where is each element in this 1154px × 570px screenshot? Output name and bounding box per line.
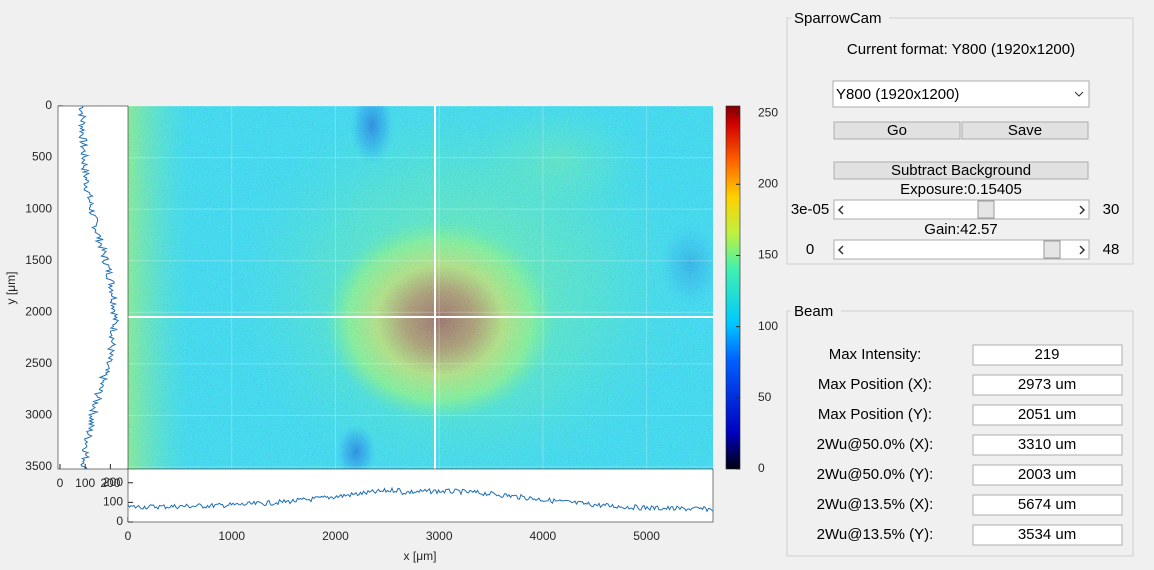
gain-max: 48 bbox=[1103, 241, 1120, 258]
beam-value-box bbox=[972, 344, 1123, 366]
colorbar-tick-label: 200 bbox=[758, 176, 778, 190]
format-label: Current format: Y800 (1920x1200) bbox=[847, 41, 1075, 58]
y-profile-curve bbox=[77, 105, 120, 470]
gain-label: Gain:42.57 bbox=[924, 221, 997, 238]
x-axis-label: x [μm] bbox=[404, 549, 437, 563]
exposure-max: 30 bbox=[1103, 201, 1120, 218]
y-axis-label: y [μm] bbox=[4, 272, 18, 305]
beam-value-box bbox=[972, 524, 1123, 546]
x-tick-label: 4000 bbox=[530, 529, 557, 543]
x-tick-label: 0 bbox=[125, 529, 132, 543]
beam-value-box bbox=[972, 374, 1123, 396]
beam-value: 2003 um bbox=[1018, 466, 1076, 483]
y-tick-label: 1500 bbox=[25, 253, 52, 267]
beam-image bbox=[128, 106, 713, 469]
beam-label: 2Wu@13.5% (X): bbox=[817, 496, 934, 513]
y-profile-axes bbox=[57, 105, 129, 470]
axes: 0 1000 2000 3000 4000 50000500100015002000250… bbox=[25, 98, 713, 543]
group-title-bg bbox=[791, 303, 841, 319]
group-box bbox=[786, 17, 1134, 265]
beam-value: 219 bbox=[1034, 346, 1059, 363]
y-tick-label: 0 bbox=[45, 98, 52, 112]
gain-min: 0 bbox=[806, 241, 814, 258]
colorbar-tick-label: 150 bbox=[758, 248, 778, 262]
subtract-button[interactable] bbox=[833, 161, 1089, 180]
save-button[interactable] bbox=[961, 121, 1089, 140]
x-profile-axes bbox=[127, 468, 714, 523]
colorbar-tick-label: 250 bbox=[758, 105, 778, 119]
beam-value: 2973 um bbox=[1018, 376, 1076, 393]
beam-value: 3310 um bbox=[1018, 436, 1076, 453]
y-tick-label: 3500 bbox=[25, 459, 52, 473]
exposure-min: 3e-05 bbox=[791, 201, 829, 218]
group-box bbox=[786, 310, 1134, 557]
y-tick-label: 500 bbox=[32, 150, 52, 164]
beam-value-box bbox=[972, 404, 1123, 426]
exposure-label: Exposure:0.15405 bbox=[900, 181, 1022, 198]
dropdown-arrow bbox=[1074, 91, 1084, 97]
beam-value: 3534 um bbox=[1018, 526, 1076, 543]
x-profile-tick-label: 100 bbox=[103, 495, 123, 509]
x-tick-label: 1000 bbox=[218, 529, 245, 543]
colorbar-tick-label: 100 bbox=[758, 319, 778, 333]
go-label[interactable]: Go bbox=[887, 122, 907, 139]
y-tick-label: 2000 bbox=[25, 304, 52, 318]
x-tick-label: 5000 bbox=[633, 529, 660, 543]
group-title: SparrowCam bbox=[794, 10, 882, 27]
beam-label: 2Wu@13.5% (Y): bbox=[817, 526, 934, 543]
exposure-slider[interactable] bbox=[833, 199, 1090, 220]
beam-label: Max Position (X): bbox=[818, 376, 932, 393]
format-dropdown[interactable] bbox=[832, 80, 1090, 108]
y-profile-tick-label: 200 bbox=[100, 476, 120, 490]
beam-label: 2Wu@50.0% (Y): bbox=[817, 466, 934, 483]
x-tick-label: 2000 bbox=[322, 529, 349, 543]
colorbar bbox=[725, 105, 741, 470]
y-tick-label: 1000 bbox=[25, 201, 52, 215]
go-button[interactable] bbox=[833, 121, 961, 140]
y-tick-label: 3000 bbox=[25, 408, 52, 422]
beam-label: 2Wu@50.0% (X): bbox=[817, 436, 934, 453]
beam-rows: Max Intensity: 219 Max Position (X): 2973 u… bbox=[817, 344, 1123, 546]
colorbar-tick-label: 0 bbox=[758, 461, 765, 475]
y-tick-label: 2500 bbox=[25, 356, 52, 370]
y-profile-tick-label: 0 bbox=[57, 476, 64, 490]
beam-label: Max Position (Y): bbox=[818, 406, 932, 423]
beam-label: Max Intensity: bbox=[829, 346, 922, 363]
beam-value-box bbox=[972, 464, 1123, 486]
beam-value-box bbox=[972, 494, 1123, 516]
beam-value: 5674 um bbox=[1018, 496, 1076, 513]
beam-value-box bbox=[972, 434, 1123, 456]
y-profile-tick-label: 100 bbox=[75, 476, 95, 490]
group-title-bg bbox=[791, 10, 889, 26]
beam-value: 2051 um bbox=[1018, 406, 1076, 423]
colorbar-tick-label: 50 bbox=[758, 390, 772, 404]
x-profile-curve bbox=[127, 486, 714, 513]
group-title: Beam bbox=[794, 303, 833, 320]
x-profile-tick-label: 200 bbox=[103, 475, 123, 489]
subtract-label[interactable]: Subtract Background bbox=[891, 162, 1031, 179]
format-select-text[interactable]: Y800 (1920x1200) bbox=[836, 86, 959, 103]
x-tick-label: 3000 bbox=[426, 529, 453, 543]
x-profile-tick-label: 0 bbox=[116, 514, 123, 528]
gain-slider[interactable] bbox=[833, 239, 1090, 260]
save-label[interactable]: Save bbox=[1008, 122, 1042, 139]
